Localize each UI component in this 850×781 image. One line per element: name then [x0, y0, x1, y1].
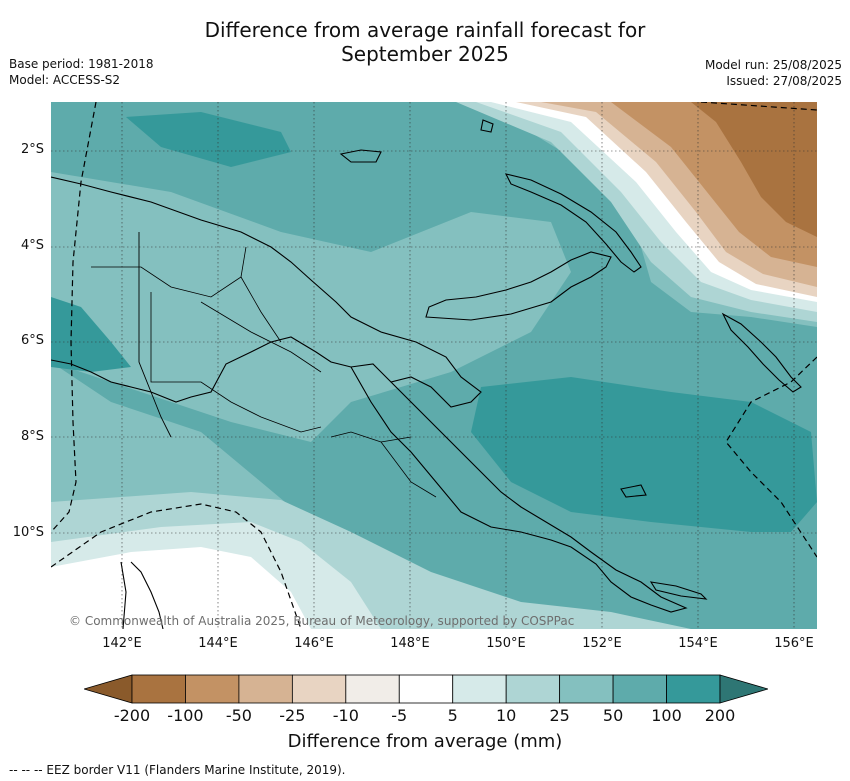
colorbar-tick-label: -200: [113, 706, 151, 725]
colorbar-tick-label: 200: [704, 706, 736, 725]
coastlines: [51, 119, 802, 629]
colorbar-bin: [505, 674, 561, 704]
colorbar-bin: [452, 674, 507, 704]
colorbar-tick-label: -10: [332, 706, 359, 725]
title-line-2: September 2025: [341, 42, 509, 66]
lon-label-154e: 154°E: [678, 636, 718, 651]
model-info: Base period: 1981-2018 Model: ACCESS-S2: [9, 56, 154, 88]
colorbar-tick-label: 100: [651, 706, 682, 725]
colorbar-tick-label: -100: [167, 706, 204, 725]
colorbar-bin: [612, 674, 667, 704]
zone-near-average-south: [51, 547, 311, 629]
colorbar-extend-low: [84, 674, 133, 704]
colorbar-tick-label: 25: [549, 706, 570, 725]
eez-borders: [51, 102, 817, 629]
colorbar-bin: [185, 674, 240, 704]
colorbar-bin: [559, 674, 614, 704]
lon-label-146e: 146°E: [294, 636, 334, 651]
lon-label-156e: 156°E: [774, 636, 814, 651]
lon-label-142e: 142°E: [102, 636, 142, 651]
rainfall-map: [51, 102, 817, 629]
zone-100-to-200-north: [126, 112, 291, 167]
zone-minus-50-to-100-ne: [691, 102, 817, 237]
colorbar-bin: [238, 674, 293, 704]
lon-label-148e: 148°E: [390, 636, 430, 651]
model-label: Model: ACCESS-S2: [9, 73, 121, 87]
issued-label: Issued: 27/08/2025: [726, 74, 842, 88]
zone-25-to-50-band: [51, 172, 571, 442]
map-title: Difference from average rainfall forecas…: [0, 18, 850, 66]
eez-footnote: -- -- -- EEZ border V11 (Flanders Marine…: [9, 763, 346, 777]
colorbar-tick-label: 5: [447, 706, 458, 725]
colorbar-bin: [291, 674, 347, 704]
woodlark-island: [620, 484, 647, 498]
lat-label-2s: 2°S: [20, 142, 44, 157]
cape-york: [120, 561, 164, 629]
new-guinea-coast: [51, 176, 482, 408]
colorbar-tick-label: -5: [391, 706, 408, 725]
lon-label-144e: 144°E: [198, 636, 238, 651]
colorbar-title: Difference from average (mm): [287, 731, 563, 752]
manus-island: [339, 149, 382, 163]
colorbar-bin: [131, 674, 186, 704]
province-boundaries: [91, 246, 437, 498]
eez-west: [51, 102, 97, 533]
title-line-1: Difference from average rainfall forecas…: [204, 18, 646, 42]
lat-label-10s: 10°S: [12, 525, 44, 540]
copyright-credit: © Commonwealth of Australia 2025, Bureau…: [69, 614, 575, 628]
model-run-label: Model run: 25/08/2025: [704, 58, 842, 72]
zone-100-to-200-east: [471, 377, 817, 532]
colorbar-extend-high: [719, 674, 768, 704]
colorbar-tick-label: -25: [279, 706, 306, 725]
color-bar: [84, 674, 768, 704]
colorbar-tick-label: 50: [602, 706, 624, 725]
papuan-peninsula: [350, 366, 688, 613]
run-info: Model run: 25/08/2025 Issued: 27/08/2025: [705, 57, 842, 89]
lon-label-150e: 150°E: [486, 636, 526, 651]
bougainville-coast: [721, 312, 802, 393]
colorbar-bin: [345, 674, 400, 704]
colorbar-tick-label: -50: [225, 706, 252, 725]
colorbar-bin: [666, 674, 721, 704]
lat-label-4s: 4°S: [20, 238, 44, 253]
lon-label-152e: 152°E: [582, 636, 622, 651]
new-ireland-coast: [504, 173, 642, 273]
colorbar-bin: [398, 674, 454, 704]
eez-south: [51, 503, 302, 629]
base-period-label: Base period: 1981-2018: [9, 57, 154, 71]
new-britain-coast: [425, 251, 612, 321]
colorbar-tick-label: 10: [495, 706, 517, 725]
louisiade-islands: [649, 581, 708, 600]
lat-label-6s: 6°S: [20, 333, 44, 348]
new-hanover: [480, 119, 494, 133]
png-indonesia-border: [138, 232, 172, 438]
lat-label-8s: 8°S: [20, 429, 44, 444]
